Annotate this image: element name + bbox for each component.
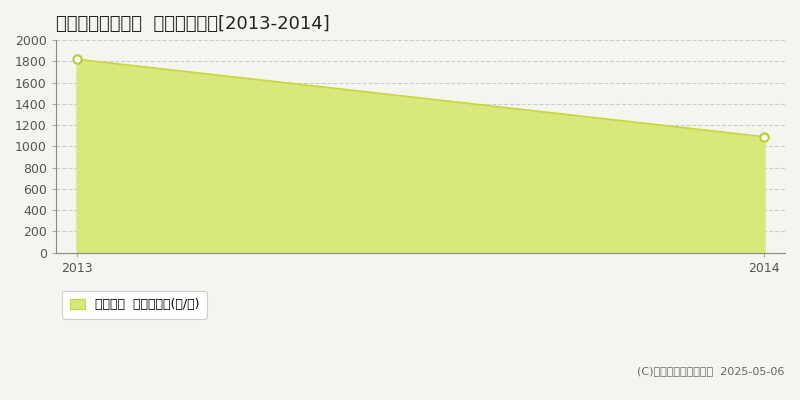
Legend: 林地価格  平均坪単価(円/坪): 林地価格 平均坪単価(円/坪) [62, 291, 206, 319]
Text: (C)土地価格ドットコム  2025-05-06: (C)土地価格ドットコム 2025-05-06 [637, 366, 784, 376]
Text: 西伯郡大山町豊成  林地価格推移[2013-2014]: 西伯郡大山町豊成 林地価格推移[2013-2014] [56, 15, 330, 33]
